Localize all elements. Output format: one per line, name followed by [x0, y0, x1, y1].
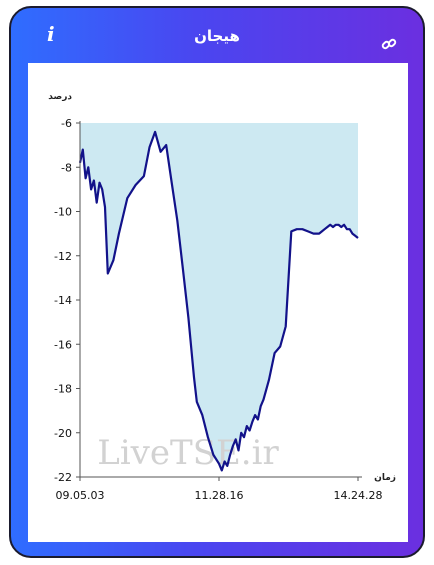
y-tick-label: -10 [54, 206, 72, 219]
x-tick-label: 14.24.28 [334, 489, 383, 502]
series-line [78, 130, 359, 472]
sentiment-card: i هیجان LiveTSE.ir -6 -8 -10 -12 -14 -16 -18 -2… [9, 6, 425, 558]
y-tick-label: -22 [54, 471, 72, 484]
y-tick-label: -18 [54, 383, 72, 396]
x-tick-label: 11.28.16 [195, 489, 244, 502]
y-tick-label: -20 [54, 427, 72, 440]
watermark: LiveTSE.ir [97, 433, 279, 473]
x-tick-label: 09.05.03 [56, 489, 105, 502]
chart-svg: LiveTSE.ir -6 -8 -10 -12 -14 -16 -18 -20 -22 09.0… [48, 92, 396, 502]
y-tick-label: -16 [54, 338, 72, 351]
y-tick-label: -6 [61, 117, 72, 130]
chart-panel: LiveTSE.ir -6 -8 -10 -12 -14 -16 -18 -20 -22 09.0… [28, 63, 408, 542]
link-icon-glyph [381, 38, 397, 50]
y-tick-label: -14 [54, 294, 72, 307]
card-title: هیجان [194, 27, 240, 45]
series-area [80, 123, 358, 471]
x-axis-label: زمان [374, 473, 396, 483]
card-header: i هیجان [11, 8, 423, 64]
link-icon[interactable] [381, 36, 397, 56]
y-axis-label: درصد [48, 92, 72, 102]
y-tick-label: -8 [61, 161, 72, 174]
y-tick-label: -12 [54, 250, 72, 263]
info-icon[interactable]: i [47, 22, 55, 46]
